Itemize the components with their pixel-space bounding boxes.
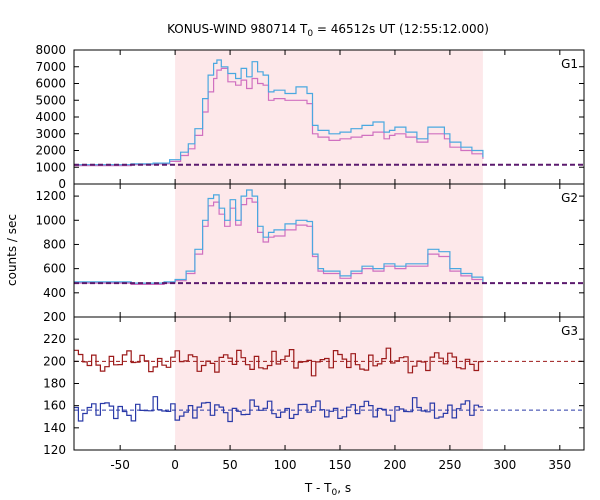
y-tick-label: 7000 (35, 60, 66, 74)
x-tick-label: 100 (274, 458, 297, 472)
y-tick-label: 1200 (35, 189, 66, 203)
y-tick-label: 3000 (35, 127, 66, 141)
y-tick-label: 1000 (35, 213, 66, 227)
y-tick-label: 200 (43, 310, 66, 324)
y-tick-label: 180 (43, 377, 66, 391)
y-tick-label: 400 (43, 286, 66, 300)
y-tick-label: 140 (43, 421, 66, 435)
x-tick-label: 200 (383, 458, 406, 472)
y-tick-label: 4000 (35, 110, 66, 124)
panel-label: G3 (561, 324, 578, 338)
series-g3-0 (74, 347, 483, 377)
x-tick-label: 250 (438, 458, 461, 472)
x-axis-label: T - T0, s (304, 481, 351, 498)
y-tick-label: 1000 (35, 160, 66, 174)
y-tick-label: 120 (43, 443, 66, 457)
panel-label: G2 (561, 191, 578, 205)
y-tick-label: 5000 (35, 93, 66, 107)
x-tick-label: 50 (222, 458, 237, 472)
y-tick-label: 220 (43, 332, 66, 346)
y-tick-label: 0 (58, 177, 66, 191)
y-axis-label: counts / sec (5, 214, 19, 286)
series-g3-1 (74, 396, 483, 423)
y-tick-label: 2000 (35, 144, 66, 158)
chart-title: KONUS-WIND 980714 T0 = 46512s UT (12:55:… (167, 22, 489, 39)
x-tick-label: 350 (548, 458, 571, 472)
y-tick-label: 800 (43, 237, 66, 251)
y-tick-label: 6000 (35, 77, 66, 91)
panel-label: G1 (561, 57, 578, 71)
x-tick-label: -50 (110, 458, 130, 472)
y-tick-label: 600 (43, 262, 66, 276)
highlight-band-g1 (175, 50, 483, 184)
series-g1-1 (74, 59, 484, 166)
x-tick-label: 0 (171, 458, 179, 472)
highlight-band-g2 (175, 184, 483, 317)
highlight-band-g3 (175, 317, 483, 450)
y-tick-label: 200 (43, 354, 66, 368)
y-tick-label: 160 (43, 399, 66, 413)
y-tick-label: 8000 (35, 43, 66, 57)
x-tick-label: 300 (493, 458, 516, 472)
series-g2-1 (74, 189, 484, 284)
x-tick-label: 150 (329, 458, 352, 472)
